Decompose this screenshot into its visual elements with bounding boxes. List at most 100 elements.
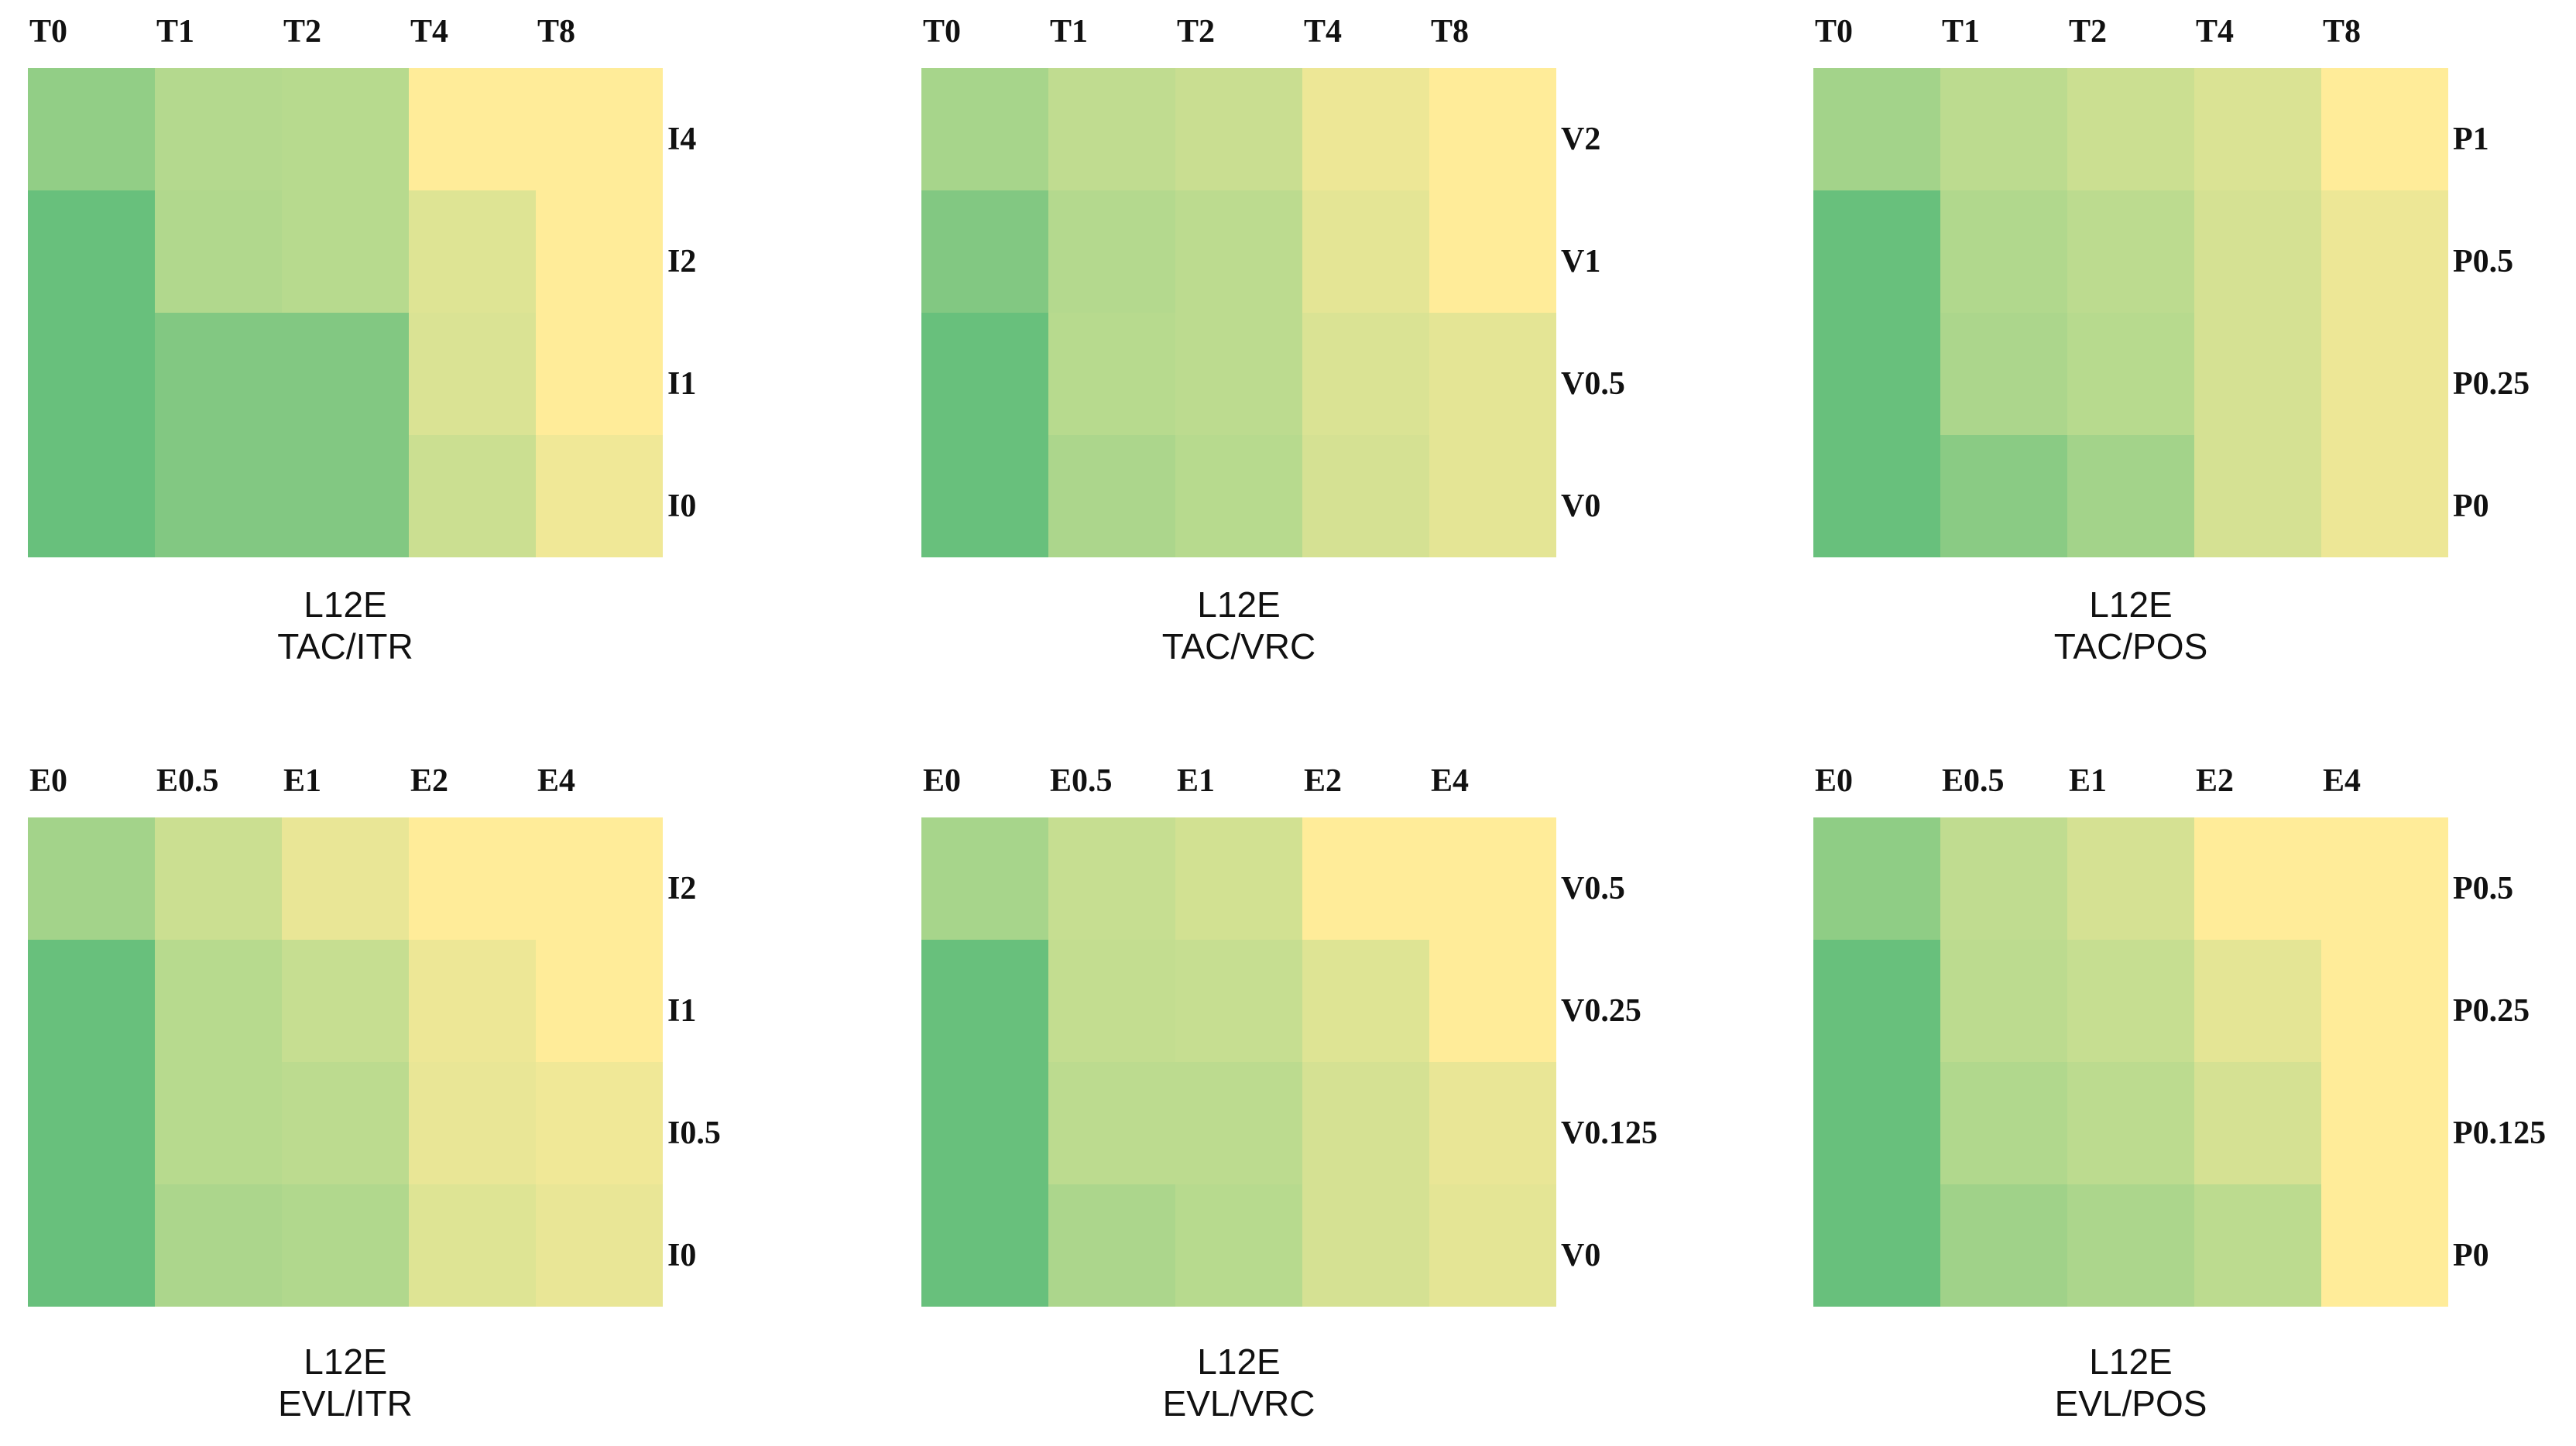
heatmap-cell [2321,190,2448,313]
heatmap-cell [921,940,1048,1062]
x-tick-label: T8 [2323,14,2362,50]
heatmap-cell [155,817,282,940]
heatmap-grid [28,68,663,557]
heatmap-cell [921,435,1048,557]
x-tick-label: E2 [410,763,449,799]
heatmap-cell [2067,1062,2194,1184]
y-tick-label: V0 [1561,1238,1601,1273]
heatmap-cell [2194,190,2321,313]
heatmap-grid [1813,68,2448,557]
x-tick-label: E4 [537,763,576,799]
heatmap-cell [409,435,536,557]
heatmap-cell [2067,68,2194,190]
heatmap-cell [536,190,663,313]
heatmap-cell [2194,940,2321,1062]
heatmap-cell [1429,1062,1556,1184]
y-tick-label: P0.125 [2453,1115,2547,1151]
heatmap-cell [921,68,1048,190]
heatmap-cell [536,435,663,557]
heatmap-cell [282,68,409,190]
heatmap-cell [1048,435,1175,557]
chart-caption: L12E TAC/POS [1976,584,2286,667]
heatmap-cell [28,190,155,313]
heatmap-grid [28,817,663,1307]
heatmap-cell [2067,940,2194,1062]
heatmap-cell [155,190,282,313]
y-tick-label: V0 [1561,488,1601,524]
y-tick-label: V0.5 [1561,871,1625,906]
heatmap-cell [409,1184,536,1307]
y-tick-label: I0 [667,1238,697,1273]
y-tick-label: P1 [2453,122,2489,157]
heatmap-cell [1048,940,1175,1062]
heatmap-cell [409,190,536,313]
heatmap-grid [1813,817,2448,1307]
heatmap-cell [1940,940,2067,1062]
heatmap-cell [1175,940,1302,1062]
heatmap-cell [1302,313,1429,435]
heatmap-cell [2321,1184,2448,1307]
heatmap-grid [921,817,1556,1307]
x-tick-label: E0.5 [156,763,219,799]
heatmap-cell [1813,190,1940,313]
y-tick-label: I0 [667,488,697,524]
heatmap-cell [536,1062,663,1184]
heatmap-cell [1429,1184,1556,1307]
heatmap-cell [536,313,663,435]
heatmap-cell [921,313,1048,435]
heatmap-cell [28,817,155,940]
chart-caption: L12E EVL/POS [1976,1341,2286,1424]
x-tick-label: E2 [2196,763,2235,799]
heatmap-cell [536,940,663,1062]
y-tick-label: I1 [667,993,697,1029]
chart-subtitle: TAC/ITR [277,626,413,666]
heatmap-cell [921,1062,1048,1184]
heatmap-cell [28,940,155,1062]
chart-subtitle: EVL/POS [2054,1383,2207,1424]
x-tick-label: E1 [1177,763,1216,799]
chart-title: L12E [2089,1341,2173,1382]
heatmap-cell [409,1062,536,1184]
chart-subtitle: TAC/POS [2053,626,2208,666]
heatmap-cell [1175,313,1302,435]
heatmap-cell [1813,817,1940,940]
chart-subtitle: TAC/VRC [1161,626,1316,666]
heatmap-cell [1048,190,1175,313]
chart-subtitle: EVL/ITR [278,1383,413,1424]
heatmap-cell [155,68,282,190]
x-tick-label: T0 [29,14,68,50]
heatmap-cell [1175,435,1302,557]
x-tick-label: T4 [410,14,449,50]
chart-subtitle: EVL/VRC [1162,1383,1315,1424]
chart-title: L12E [2089,584,2173,625]
heatmap-cell [536,817,663,940]
x-tick-label: E1 [283,763,322,799]
heatmap-cell [1048,313,1175,435]
x-tick-label: T8 [537,14,576,50]
x-tick-label: T0 [923,14,962,50]
heatmap-cell [536,68,663,190]
heatmap-cell [2067,435,2194,557]
x-tick-label: T1 [1050,14,1089,50]
heatmap-cell [1940,817,2067,940]
heatmap-cell [282,190,409,313]
heatmap-cell [2194,1184,2321,1307]
heatmap-cell [2321,817,2448,940]
y-tick-label: P0.25 [2453,993,2530,1029]
heatmap-cell [2321,435,2448,557]
chart-title: L12E [304,584,387,625]
x-tick-label: T2 [1177,14,1216,50]
heatmap-cell [1940,313,2067,435]
y-tick-label: I1 [667,366,697,402]
heatmap-cell [1813,940,1940,1062]
x-tick-label: E0 [29,763,68,799]
chart-caption: L12E EVL/VRC [1084,1341,1394,1424]
heatmap-cell [1940,68,2067,190]
heatmap-cell [1813,1062,1940,1184]
heatmap-cell [1940,435,2067,557]
heatmap-cell [1175,68,1302,190]
heatmap-cell [28,435,155,557]
heatmap-cell [1302,940,1429,1062]
heatmap-cell [282,817,409,940]
heatmap-cell [1429,313,1556,435]
